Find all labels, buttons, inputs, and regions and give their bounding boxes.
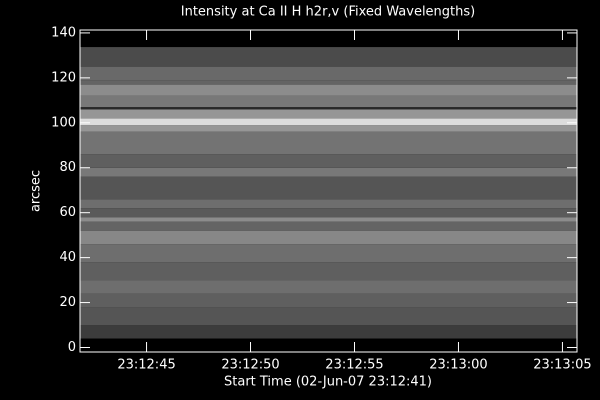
x-tick-label: 23:12:45	[117, 358, 175, 373]
heat-cell	[80, 293, 577, 308]
heat-cell	[80, 230, 577, 245]
heat-cell	[80, 262, 577, 281]
x-tick-label: 23:13:00	[429, 358, 487, 373]
x-tick-label: 23:12:50	[221, 358, 279, 373]
heat-cell	[80, 154, 577, 168]
heat-cell	[80, 176, 577, 200]
heat-cell	[80, 125, 577, 132]
y-tick-label: 0	[68, 340, 76, 355]
x-axis-label: Start Time (02-Jun-07 23:12:41)	[224, 375, 432, 390]
heat-cell	[80, 107, 577, 110]
x-tick-label: 23:13:05	[533, 358, 591, 373]
y-tick-label: 140	[51, 25, 76, 40]
heat-cell	[80, 131, 577, 155]
y-tick-label: 20	[59, 295, 76, 310]
chart-title: Intensity at Ca II H h2r,v (Fixed Wavele…	[181, 5, 475, 20]
heat-cell	[80, 47, 577, 67]
y-tick-label: 60	[59, 205, 76, 220]
y-axis-label: arcsec	[29, 170, 44, 212]
heat-cell	[80, 66, 577, 81]
heat-cell	[80, 325, 577, 339]
heat-cell	[80, 84, 577, 96]
y-tick-label: 40	[59, 250, 76, 265]
heat-cell	[80, 118, 577, 126]
heat-cell	[80, 221, 577, 231]
y-tick-label: 100	[51, 115, 76, 130]
heat-cell	[80, 280, 577, 294]
heat-cell	[80, 109, 577, 119]
heat-cell	[80, 80, 577, 85]
heat-cell	[80, 217, 577, 222]
plot-frame	[79, 29, 578, 353]
heat-cell	[80, 199, 577, 209]
x-tick-label: 23:12:55	[325, 358, 383, 373]
y-tick-label: 80	[59, 160, 76, 175]
heat-cell	[80, 244, 577, 263]
heat-cell	[80, 307, 577, 326]
heat-cell	[80, 167, 577, 177]
heat-cell	[80, 208, 577, 218]
heat-cell	[80, 95, 577, 108]
y-tick-label: 120	[51, 70, 76, 85]
